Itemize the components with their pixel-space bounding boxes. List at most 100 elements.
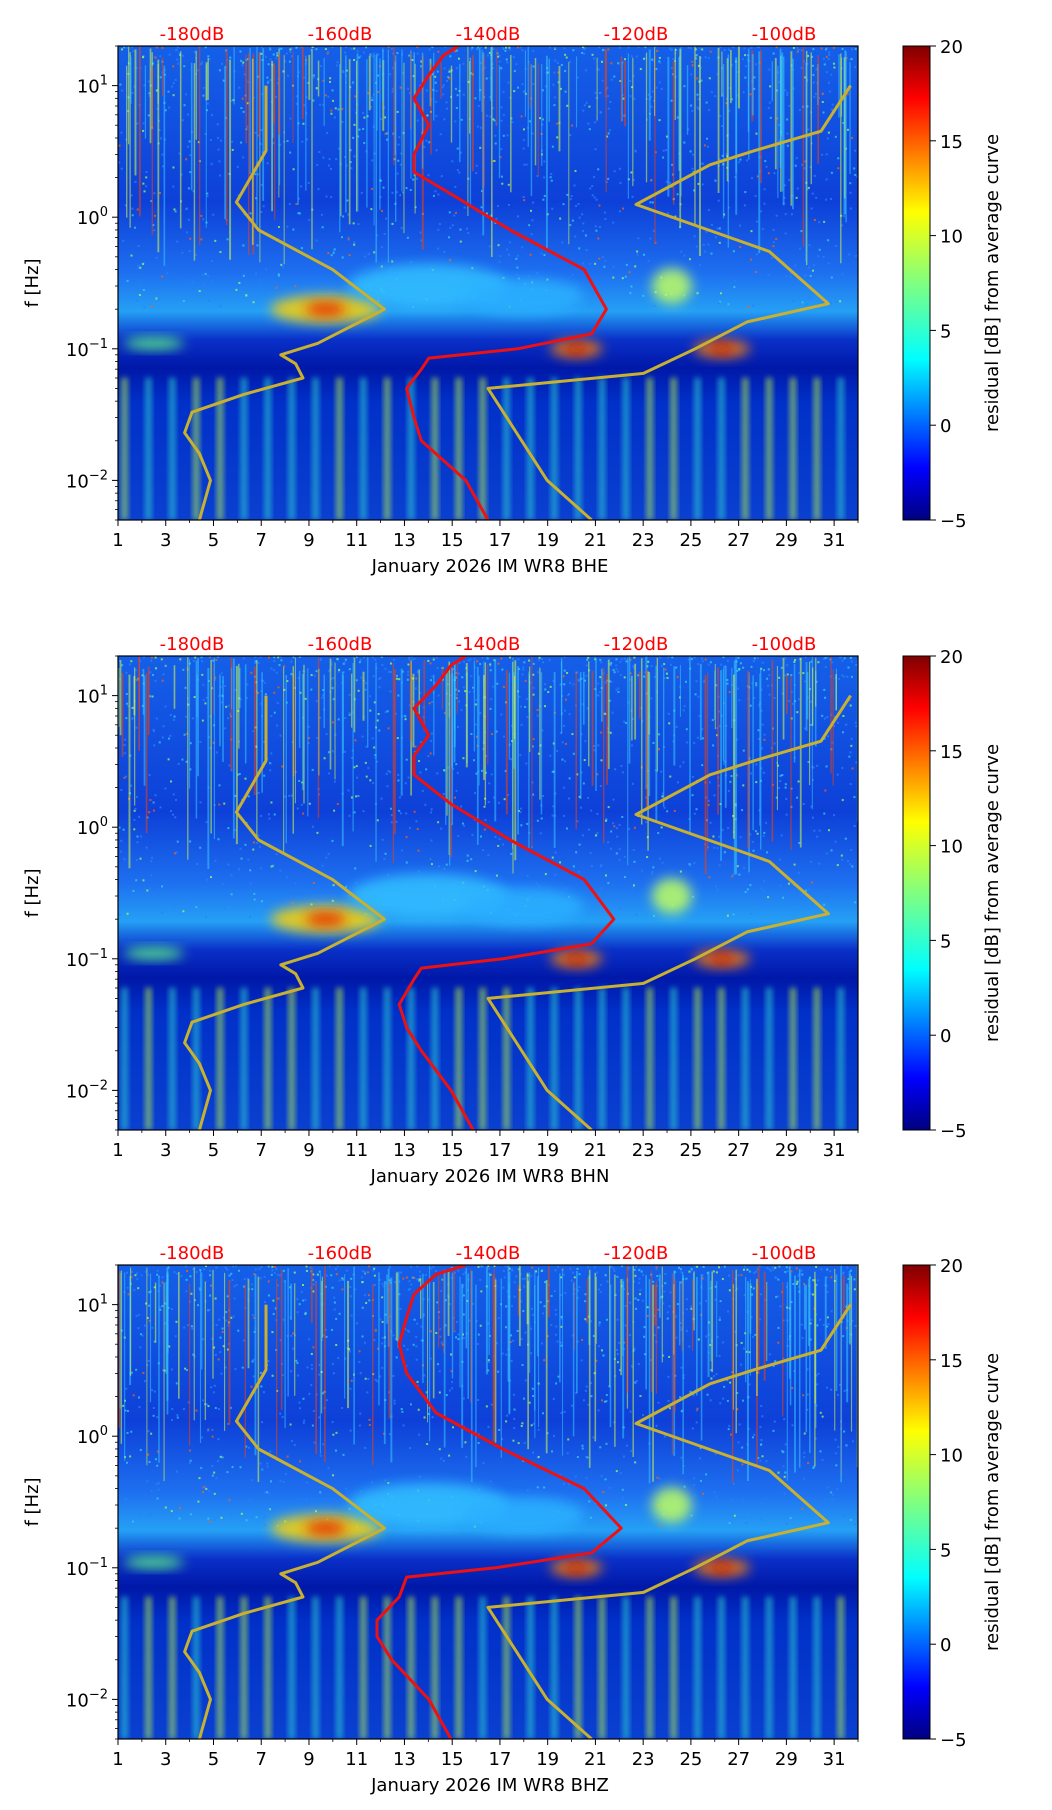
db-tick-label: -180dB [160,24,225,45]
x-tick-label: 1 [112,530,123,551]
db-tick-label: -140dB [456,634,521,655]
y-tick-label: 101 [77,684,108,708]
x-tick-label: 11 [345,1140,368,1161]
colorbar-tick-label: 5 [940,931,951,952]
heatmap-image [118,656,868,1130]
x-tick-label: 15 [441,1749,464,1770]
colorbar-label: residual [dB] from average curve [982,744,1003,1042]
x-tick-label: 17 [488,1140,511,1161]
colorbar: 20 15 10 5 0 −5 residual [dB] from average cur… [903,1256,1003,1751]
y-axis-label: f [Hz] [22,258,43,307]
db-tick-label: -120dB [604,634,669,655]
colorbar-tick-label: 15 [940,1351,963,1372]
x-tick-label: 11 [345,530,368,551]
y-tick-label: 10−2 [66,1078,108,1102]
x-tick-label: 5 [208,1749,219,1770]
x-tick-label: 29 [775,1749,798,1770]
colorbar-tick-label: 10 [940,227,963,248]
x-tick-label: 29 [775,530,798,551]
y-tick-label: 100 [77,205,108,229]
db-tick-label: -160dB [308,634,373,655]
x-tick-label: 27 [727,1749,750,1770]
x-tick-label: 19 [536,1749,559,1770]
x-tick-label: 27 [727,530,750,551]
heatmap-image [118,1265,868,1739]
db-tick-label: -100dB [752,1243,817,1264]
y-tick-label: 10−1 [66,337,108,361]
x-tick-label: 7 [255,1140,266,1161]
y-axis-label: f [Hz] [22,868,43,917]
x-tick-label: 25 [679,1749,702,1770]
x-tick-label: 17 [488,1749,511,1770]
colorbar-tick-label: 5 [940,1540,951,1561]
x-tick-label: 3 [160,1140,171,1161]
x-axis-label: January 2026 IM WR8 BHN [370,1166,610,1187]
colorbar-tick-label: 0 [940,1635,951,1656]
db-tick-label: -160dB [308,24,373,45]
y-tick-label: 10−1 [66,1556,108,1580]
x-tick-label: 13 [393,530,416,551]
x-axis-label: January 2026 IM WR8 BHE [371,556,609,577]
colorbar: 20 15 10 5 0 −5 residual [dB] from average cur… [903,647,1003,1142]
x-tick-label: 5 [208,530,219,551]
colorbar-tick-label: 0 [940,1026,951,1047]
x-tick-label: 19 [536,1140,559,1161]
x-tick-label: 23 [632,1140,655,1161]
x-tick-label: 27 [727,1140,750,1161]
x-tick-label: 3 [160,530,171,551]
y-tick-label: 10−2 [66,1687,108,1711]
colorbar-tick-label: 15 [940,132,963,153]
x-tick-label: 31 [823,1749,846,1770]
db-tick-label: -100dB [752,634,817,655]
colorbar-tick-label: 10 [940,837,963,858]
y-tick-label: 100 [77,1424,108,1448]
db-tick-label: -160dB [308,1243,373,1264]
x-tick-label: 29 [775,1140,798,1161]
x-tick-label: 21 [584,1140,607,1161]
db-tick-label: -180dB [160,634,225,655]
x-tick-label: 13 [393,1749,416,1770]
x-tick-label: 9 [303,530,314,551]
colorbar-tick-label: 5 [940,321,951,342]
x-tick-label: 25 [679,1140,702,1161]
db-tick-label: -120dB [604,24,669,45]
y-tick-label: 100 [77,815,108,839]
x-tick-label: 17 [488,530,511,551]
x-tick-label: 25 [679,530,702,551]
colorbar-tick-label: 15 [940,742,963,763]
x-tick-label: 7 [255,530,266,551]
y-tick-label: 10−2 [66,468,108,492]
x-tick-label: 15 [441,530,464,551]
db-tick-label: -140dB [456,24,521,45]
db-tick-label: -140dB [456,1243,521,1264]
colorbar-label: residual [dB] from average curve [982,134,1003,432]
x-tick-label: 1 [112,1140,123,1161]
db-tick-label: -180dB [160,1243,225,1264]
x-tick-label: 31 [823,1140,846,1161]
x-tick-label: 3 [160,1749,171,1770]
colorbar-tick-label: 20 [940,1256,963,1277]
x-tick-label: 31 [823,530,846,551]
x-tick-label: 5 [208,1140,219,1161]
x-tick-label: 19 [536,530,559,551]
y-tick-label: 10−1 [66,947,108,971]
x-tick-label: 15 [441,1140,464,1161]
x-axis-label: January 2026 IM WR8 BHZ [370,1775,609,1796]
x-tick-label: 21 [584,530,607,551]
colorbar-tick-label: −5 [940,1121,967,1142]
colorbar-label: residual [dB] from average curve [982,1353,1003,1651]
heatmap-image [118,46,868,520]
y-tick-label: 101 [77,1293,108,1317]
colorbar-tick-label: −5 [940,1730,967,1751]
colorbar-tick-label: 20 [940,37,963,58]
colorbar-tick-label: 10 [940,1446,963,1467]
colorbar-tick-label: 20 [940,647,963,668]
x-tick-label: 13 [393,1140,416,1161]
x-tick-label: 1 [112,1749,123,1770]
